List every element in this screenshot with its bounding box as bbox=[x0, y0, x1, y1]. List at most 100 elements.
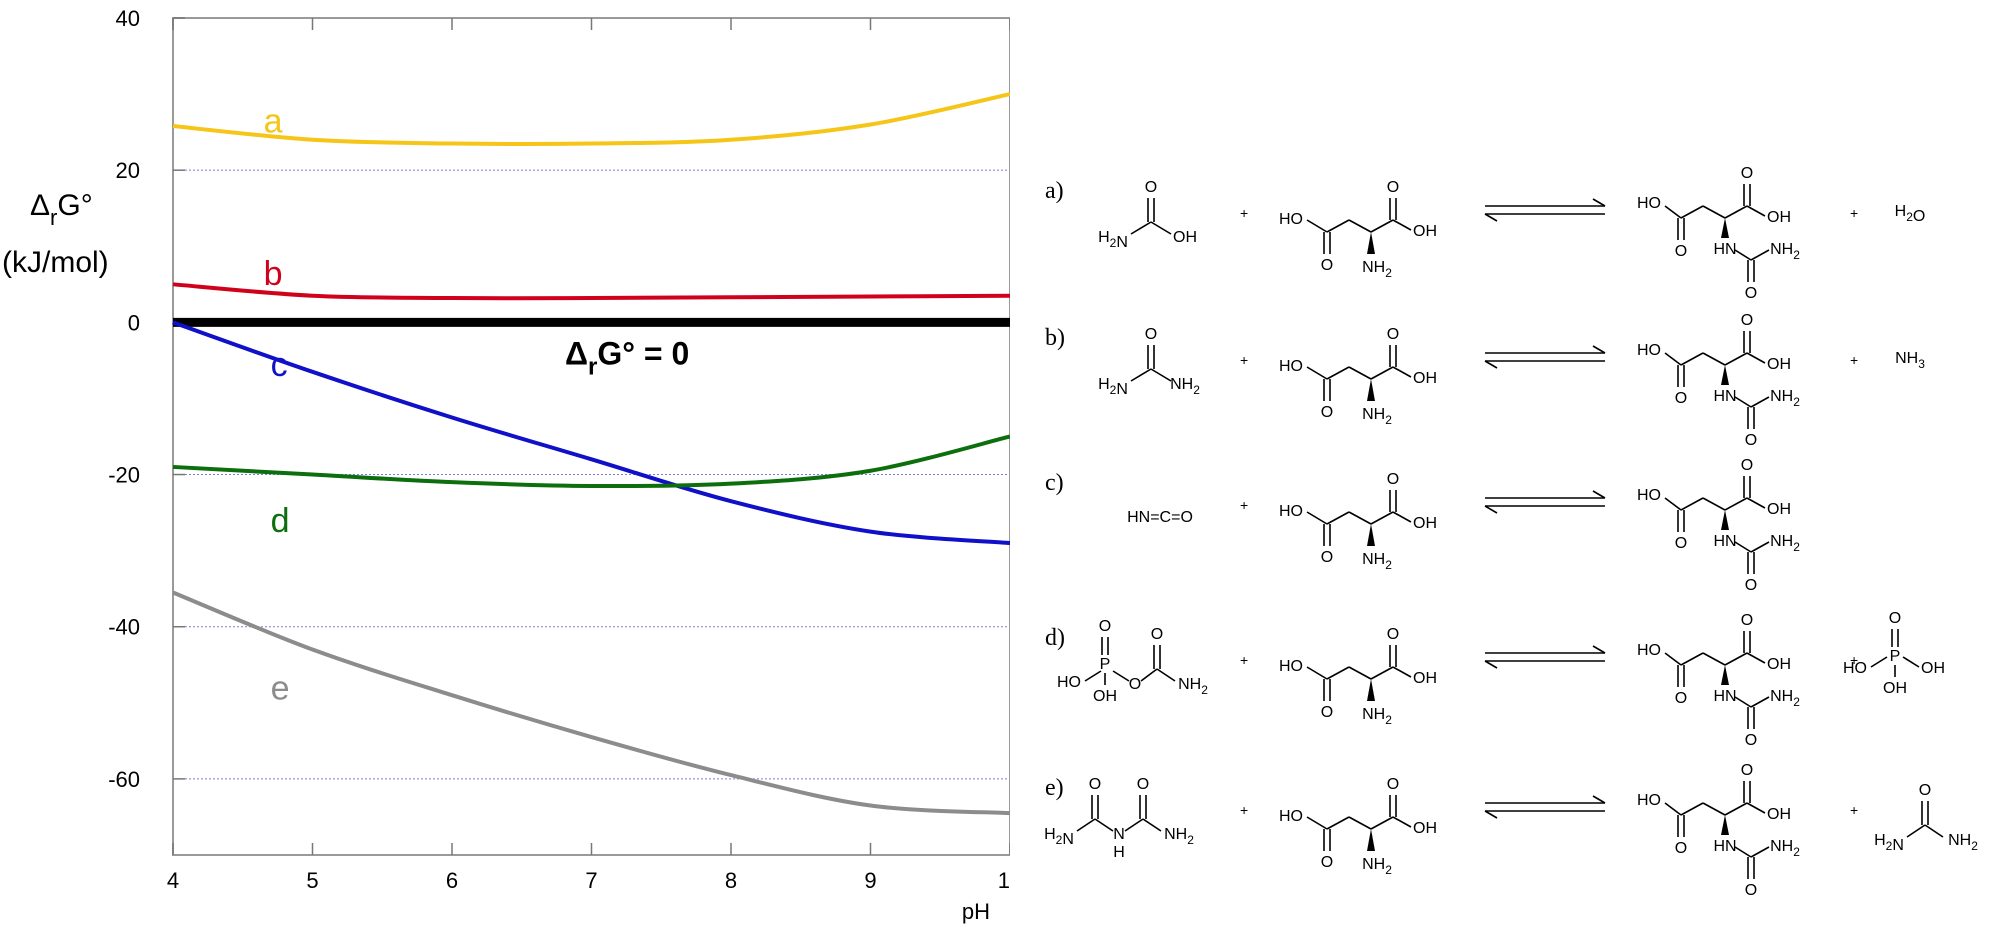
svg-text:O: O bbox=[1321, 704, 1333, 721]
reaction-tag: c) bbox=[1045, 470, 1064, 496]
svg-text:HO: HO bbox=[1637, 195, 1661, 212]
svg-text:NH3: NH3 bbox=[1895, 350, 1925, 371]
svg-text:O: O bbox=[1675, 840, 1687, 857]
x-tick-label: 10 bbox=[998, 868, 1010, 893]
plus-sign: + bbox=[1240, 352, 1248, 368]
svg-text:NH2: NH2 bbox=[1362, 551, 1392, 572]
aspartic-acid: HO O NH2 O OH bbox=[1279, 326, 1437, 427]
svg-text:HN: HN bbox=[1713, 688, 1736, 705]
series-line-e bbox=[172, 590, 1010, 816]
carbamoyl-aspartate: HO O O OH HN O NH2 bbox=[1637, 612, 1800, 749]
equilibrium-arrows bbox=[1484, 490, 1606, 514]
reaction-tag: a) bbox=[1045, 178, 1064, 204]
reaction-row-b: b) H2N O NH2 + HO O NH2 O OH HO O O OH HN O NH2 + NH3 bbox=[1045, 312, 1925, 449]
svg-text:HO: HO bbox=[1637, 642, 1661, 659]
svg-text:HO: HO bbox=[1637, 342, 1661, 359]
reactant-1: HO P O OH O O NH2 bbox=[1057, 618, 1208, 705]
svg-text:O: O bbox=[1145, 326, 1157, 343]
svg-text:OH: OH bbox=[1093, 688, 1117, 705]
svg-text:H2N: H2N bbox=[1874, 832, 1904, 854]
byproduct: P O HO OH OH bbox=[1843, 610, 1945, 697]
chart-panel: 4 5 6 7 8 9 10 40 20 0 -20 -40 -60 pH ΔrG° (kJ/mol) ΔrG°… bbox=[2, 6, 1010, 924]
svg-text:O: O bbox=[1745, 882, 1757, 899]
svg-text:O: O bbox=[1129, 676, 1141, 693]
svg-text:NH2: NH2 bbox=[1770, 838, 1800, 859]
svg-text:OH: OH bbox=[1413, 820, 1437, 837]
svg-text:O: O bbox=[1099, 618, 1111, 635]
svg-text:O: O bbox=[1387, 326, 1399, 343]
y-tick-label: 0 bbox=[128, 310, 140, 335]
x-tick-label: 6 bbox=[446, 868, 458, 893]
svg-text:NH2: NH2 bbox=[1178, 676, 1208, 697]
svg-text:OH: OH bbox=[1883, 680, 1907, 697]
svg-text:O: O bbox=[1321, 404, 1333, 421]
svg-text:OH: OH bbox=[1413, 223, 1437, 240]
plus-sign: + bbox=[1240, 497, 1248, 513]
carbamoyl-aspartate: HO O O OH HN O NH2 bbox=[1637, 165, 1800, 302]
carbamoyl-aspartate: HO O O OH HN O NH2 bbox=[1637, 762, 1800, 899]
svg-text:O: O bbox=[1387, 776, 1399, 793]
svg-text:HO: HO bbox=[1279, 658, 1303, 675]
svg-text:NH2: NH2 bbox=[1770, 241, 1800, 262]
reaction-row-c: c) HN=C=O + HO O NH2 O OH HO O O OH HN O NH2 bbox=[1045, 457, 1800, 594]
svg-text:O: O bbox=[1321, 257, 1333, 274]
svg-text:HO: HO bbox=[1843, 660, 1867, 677]
svg-text:HO: HO bbox=[1279, 211, 1303, 228]
svg-text:O: O bbox=[1089, 776, 1101, 793]
svg-text:N: N bbox=[1113, 826, 1125, 843]
svg-text:HN: HN bbox=[1713, 838, 1736, 855]
svg-text:O: O bbox=[1741, 165, 1753, 182]
aspartic-acid: HO O NH2 O OH bbox=[1279, 626, 1437, 727]
svg-text:O: O bbox=[1387, 179, 1399, 196]
svg-text:NH2: NH2 bbox=[1362, 856, 1392, 877]
byproduct: H2N O NH2 bbox=[1874, 782, 1978, 854]
svg-text:HO: HO bbox=[1637, 487, 1661, 504]
reaction-tag: e) bbox=[1045, 775, 1064, 801]
svg-text:NH2: NH2 bbox=[1164, 826, 1194, 847]
svg-text:H: H bbox=[1113, 844, 1125, 861]
zero-line-label: ΔrG° = 0 bbox=[565, 335, 689, 380]
byproduct: H2O bbox=[1895, 203, 1926, 225]
plus-sign: + bbox=[1850, 652, 1858, 668]
svg-text:OH: OH bbox=[1767, 209, 1791, 226]
svg-text:O: O bbox=[1675, 535, 1687, 552]
svg-text:O: O bbox=[1745, 577, 1757, 594]
x-tick-label: 7 bbox=[585, 868, 597, 893]
svg-text:HN: HN bbox=[1713, 388, 1736, 405]
series-line-a bbox=[172, 92, 1010, 147]
x-tick-label: 8 bbox=[725, 868, 737, 893]
y-tick-label: -60 bbox=[108, 767, 140, 792]
svg-text:OH: OH bbox=[1921, 660, 1945, 677]
svg-text:HN: HN bbox=[1713, 241, 1736, 258]
series-label-e: e bbox=[271, 670, 290, 708]
equilibrium-arrows bbox=[1484, 645, 1606, 669]
y-tick-label: 20 bbox=[116, 158, 140, 183]
svg-text:O: O bbox=[1741, 312, 1753, 329]
x-tick-label: 9 bbox=[864, 868, 876, 893]
svg-text:NH2: NH2 bbox=[1362, 259, 1392, 280]
dG-vs-pH-chart: 4 5 6 7 8 9 10 40 20 0 -20 -40 -60 pH ΔrG° (kJ/mol) ΔrG°… bbox=[2, 6, 1010, 924]
plus-sign: + bbox=[1240, 205, 1248, 221]
carbamoyl-aspartate: HO O O OH HN O NH2 bbox=[1637, 312, 1800, 449]
svg-text:NH2: NH2 bbox=[1362, 706, 1392, 727]
series-label-b: b bbox=[264, 255, 283, 293]
svg-text:HN: HN bbox=[1713, 533, 1736, 550]
x-tick-label: 4 bbox=[167, 868, 179, 893]
reactant-1: H2N O NH O NH2 bbox=[1044, 776, 1194, 861]
plus-sign: + bbox=[1850, 802, 1858, 818]
svg-text:O: O bbox=[1741, 612, 1753, 629]
svg-text:P: P bbox=[1890, 648, 1901, 665]
series-line-c bbox=[172, 320, 1010, 546]
svg-text:O: O bbox=[1387, 626, 1399, 643]
y-axis-label-line1: ΔrG° bbox=[30, 189, 93, 230]
svg-text:OH: OH bbox=[1767, 656, 1791, 673]
carbamoyl-aspartate: HO O O OH HN O NH2 bbox=[1637, 457, 1800, 594]
aspartic-acid: HO O NH2 O OH bbox=[1279, 776, 1437, 877]
svg-text:OH: OH bbox=[1413, 515, 1437, 532]
series-line-b bbox=[172, 282, 1010, 301]
svg-text:NH2: NH2 bbox=[1770, 688, 1800, 709]
svg-text:O: O bbox=[1745, 732, 1757, 749]
svg-text:OH: OH bbox=[1413, 370, 1437, 387]
svg-text:NH2: NH2 bbox=[1770, 533, 1800, 554]
y-tick-label: 40 bbox=[116, 6, 140, 31]
